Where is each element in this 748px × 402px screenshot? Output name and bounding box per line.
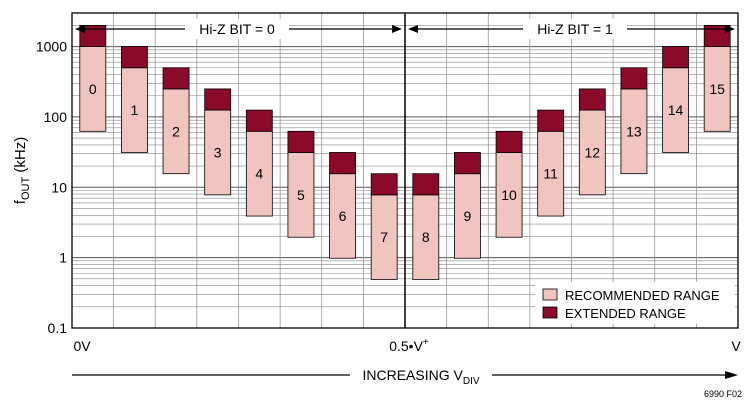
legend-swatch: [542, 306, 558, 319]
bar-extended-range: [162, 67, 190, 90]
bar-label: 1: [131, 102, 139, 118]
section-label-bg: [523, 19, 627, 39]
y-tick-label: 1000: [36, 39, 67, 55]
bar-label: 14: [668, 102, 684, 118]
legend-swatch: [542, 288, 558, 301]
x-tick-label: 0V: [73, 338, 91, 354]
bar-extended-range: [329, 152, 356, 175]
bar-extended-range: [537, 109, 565, 132]
x-axis-label: INCREASING VDIV: [362, 367, 479, 387]
x-tick-label: V: [731, 338, 741, 354]
bar-extended-range: [578, 88, 606, 111]
bar-recommended-range: [454, 173, 481, 259]
bar-recommended-range: [79, 46, 107, 132]
arrow-left-icon: [408, 25, 418, 33]
bar-label: 8: [422, 229, 430, 245]
section-label: Hi-Z BIT = 0: [199, 21, 275, 37]
section-label-bg: [185, 19, 289, 39]
bar-label: 4: [255, 166, 263, 182]
bar-label: 3: [214, 144, 222, 160]
bar-recommended-range: [370, 194, 398, 280]
bar-extended-range: [703, 24, 731, 47]
bar-extended-range: [454, 152, 481, 175]
bar-recommended-range: [204, 109, 232, 196]
bar-label: 6: [339, 208, 347, 224]
bar-label: 2: [172, 123, 180, 139]
bar-recommended-range: [412, 194, 440, 280]
bars: [79, 24, 731, 280]
plot-frame: [71, 12, 739, 379]
y-tick-label: 1: [59, 250, 67, 266]
bar-label: 13: [626, 123, 642, 139]
bar-label: 9: [464, 208, 472, 224]
bar-label: 15: [709, 81, 725, 97]
bar-extended-range: [121, 46, 148, 69]
bar-recommended-range: [329, 173, 356, 259]
x-tick-label: 0.5•V+: [389, 337, 429, 354]
y-tick-label: 100: [44, 109, 68, 125]
bar-recommended-range: [578, 109, 606, 196]
bar-extended-range: [245, 109, 273, 132]
y-tick-label: 10: [51, 179, 67, 195]
bar-label: 12: [585, 144, 601, 160]
bar-label: 0: [89, 81, 97, 97]
arrow-right-icon: [725, 371, 738, 379]
bar-extended-range: [412, 173, 440, 196]
bar-recommended-range: [495, 152, 523, 238]
bar-recommended-range: [620, 88, 648, 175]
figure-id: 6990 F02: [704, 389, 742, 399]
bar-extended-range: [662, 46, 689, 69]
arrow-left-icon: [75, 25, 85, 33]
legend-label: EXTENDED RANGE: [565, 306, 686, 321]
bar-label: 10: [501, 187, 517, 203]
bar-recommended-range: [245, 130, 273, 217]
bar-recommended-range: [662, 67, 689, 153]
bar-extended-range: [620, 67, 648, 90]
arrow-right-icon: [392, 25, 402, 33]
bar-recommended-range: [703, 46, 731, 132]
y-axis-label: fOUT (kHz): [12, 137, 32, 204]
bar-extended-range: [287, 130, 315, 153]
bar-label: 5: [297, 187, 305, 203]
legend-box: [535, 282, 735, 324]
bar-label: 11: [543, 166, 558, 182]
arrow-right-icon: [725, 25, 735, 33]
bar-recommended-range: [121, 67, 148, 153]
bar-extended-range: [204, 88, 232, 111]
bar-label: 7: [380, 229, 388, 245]
y-tick-label: 0.1: [48, 320, 68, 336]
section-label: Hi-Z BIT = 1: [537, 21, 613, 37]
bar-recommended-range: [287, 152, 315, 238]
bar-extended-range: [370, 173, 398, 196]
legend-label: RECOMMENDED RANGE: [565, 288, 720, 303]
bar-extended-range: [495, 130, 523, 153]
bar-extended-range: [79, 24, 107, 47]
